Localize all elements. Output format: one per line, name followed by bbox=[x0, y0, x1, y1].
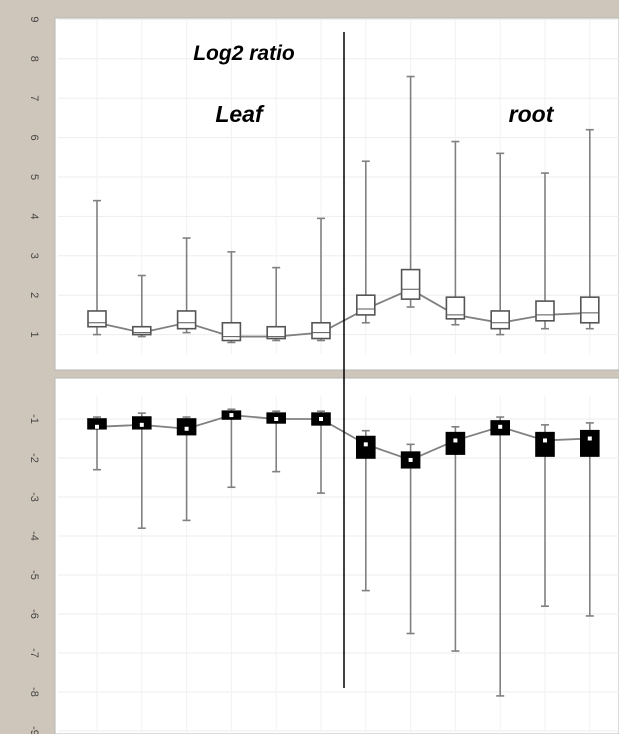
lower-box-3 bbox=[176, 416, 197, 522]
lower-y-tick-label: -7 bbox=[28, 648, 40, 658]
upper-y-tick-label: 1 bbox=[28, 332, 40, 338]
upper-box-6 bbox=[311, 217, 331, 342]
median-marker bbox=[139, 422, 144, 427]
upper-box-9 bbox=[445, 140, 466, 326]
box-iqr bbox=[355, 435, 376, 459]
lower-y-tick-label: -1 bbox=[28, 414, 40, 424]
lower-box-1 bbox=[87, 416, 107, 471]
upper-y-tick-label: 3 bbox=[28, 253, 40, 259]
upper-box-plots bbox=[87, 75, 600, 344]
median-marker bbox=[408, 457, 413, 462]
box-iqr bbox=[355, 294, 376, 316]
box-iqr bbox=[579, 429, 600, 457]
lower-box-11 bbox=[535, 424, 555, 608]
upper-box-3 bbox=[176, 237, 197, 334]
median-marker bbox=[543, 438, 547, 443]
upper-box-8 bbox=[400, 75, 421, 308]
upper-box-5 bbox=[266, 266, 287, 342]
upper-panel-frame bbox=[54, 17, 619, 371]
lower-box-10 bbox=[490, 416, 511, 697]
box-iqr bbox=[221, 321, 242, 342]
upper-y-tick-label: 5 bbox=[28, 174, 40, 180]
root-group-label: root bbox=[509, 101, 555, 127]
median-marker bbox=[184, 426, 189, 431]
median-marker bbox=[229, 413, 234, 418]
leaf-group-label: Leaf bbox=[215, 101, 265, 127]
median-marker bbox=[95, 424, 99, 429]
box-iqr bbox=[176, 310, 197, 330]
lower-panel: -1 -2 -3 -4 -5 -6 -7 -8 -9 bbox=[28, 377, 619, 734]
box-iqr bbox=[311, 321, 331, 340]
lower-box-2 bbox=[132, 412, 152, 530]
lower-y-axis-ticks: -1 -2 -3 -4 -5 -6 -7 -8 -9 bbox=[28, 414, 40, 734]
box-iqr bbox=[400, 268, 421, 300]
upper-y-axis-ticks: 1 2 3 4 5 6 7 8 9 bbox=[28, 16, 40, 337]
upper-box-7 bbox=[355, 160, 376, 324]
box-iqr bbox=[87, 310, 107, 328]
chart-title: Log2 ratio bbox=[193, 42, 295, 65]
upper-panel: 1 2 3 4 5 6 7 8 9 bbox=[28, 16, 619, 371]
median-marker bbox=[363, 442, 368, 447]
lower-y-tick-label: -6 bbox=[28, 609, 40, 619]
upper-y-tick-label: 9 bbox=[28, 16, 40, 22]
upper-box-12 bbox=[579, 128, 600, 330]
lower-y-tick-label: -4 bbox=[28, 531, 40, 541]
box-iqr bbox=[266, 325, 287, 340]
upper-y-tick-label: 7 bbox=[28, 95, 40, 101]
lower-box-6 bbox=[311, 410, 331, 494]
lower-y-tick-label: -5 bbox=[28, 570, 40, 580]
upper-box-11 bbox=[535, 172, 555, 330]
lower-y-tick-label: -9 bbox=[28, 726, 40, 734]
median-marker bbox=[453, 438, 458, 443]
lower-box-9 bbox=[445, 425, 466, 652]
upper-box-4 bbox=[221, 251, 242, 344]
box-iqr bbox=[490, 310, 511, 330]
lower-box-8 bbox=[400, 443, 421, 635]
median-marker bbox=[587, 436, 592, 441]
upper-y-tick-label: 8 bbox=[28, 56, 40, 62]
median-marker bbox=[274, 417, 279, 421]
lower-y-tick-label: -3 bbox=[28, 492, 40, 502]
median-marker bbox=[498, 424, 503, 429]
lower-box-4 bbox=[221, 408, 242, 489]
lower-y-tick-label: -2 bbox=[28, 453, 40, 463]
lower-panel-frame bbox=[54, 377, 619, 734]
upper-box-1 bbox=[87, 199, 107, 336]
box-iqr bbox=[445, 296, 466, 320]
upper-y-tick-label: 6 bbox=[28, 135, 40, 141]
lower-y-tick-label: -8 bbox=[28, 687, 40, 697]
box-iqr bbox=[132, 325, 152, 336]
upper-box-10 bbox=[490, 152, 511, 336]
box-iqr bbox=[579, 296, 600, 324]
box-iqr bbox=[535, 431, 555, 457]
lower-box-7 bbox=[355, 429, 376, 592]
box-iqr bbox=[535, 300, 555, 322]
lower-box-12 bbox=[579, 422, 600, 617]
median-marker bbox=[319, 417, 323, 421]
upper-box-2 bbox=[132, 274, 152, 338]
lower-box-5 bbox=[266, 410, 287, 473]
upper-y-tick-label: 4 bbox=[28, 213, 40, 219]
upper-y-tick-label: 2 bbox=[28, 292, 40, 298]
box-iqr bbox=[445, 431, 466, 455]
